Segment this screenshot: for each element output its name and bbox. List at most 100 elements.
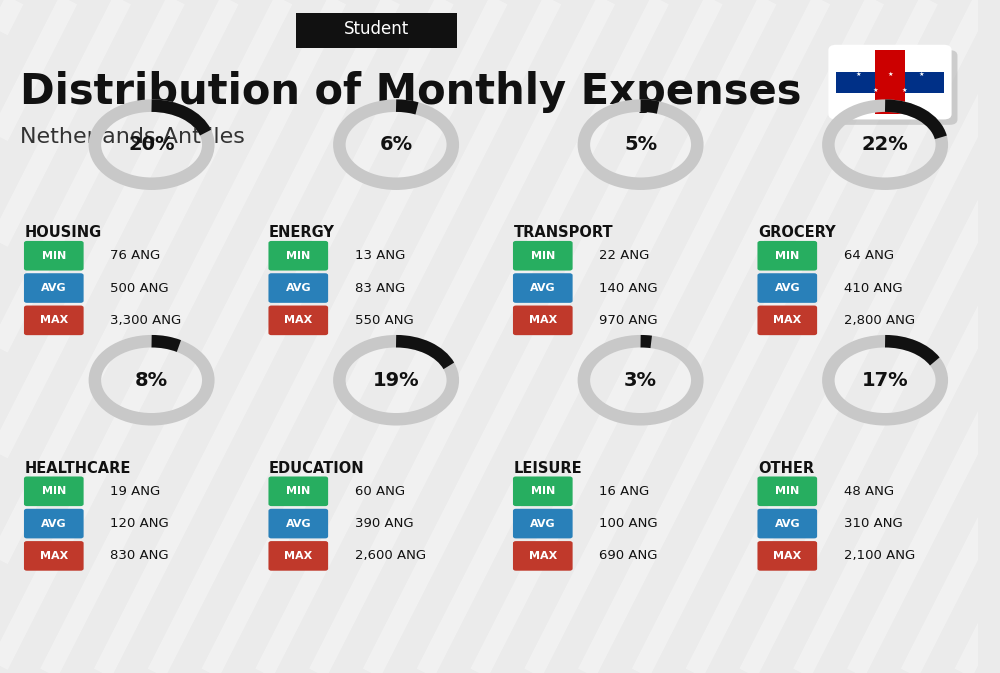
- Text: MIN: MIN: [286, 487, 310, 496]
- Text: AVG: AVG: [530, 283, 556, 293]
- Text: MIN: MIN: [42, 487, 66, 496]
- Text: 19%: 19%: [373, 371, 419, 390]
- Text: HOUSING: HOUSING: [24, 225, 102, 240]
- FancyBboxPatch shape: [268, 306, 328, 335]
- Text: 20%: 20%: [128, 135, 175, 154]
- FancyBboxPatch shape: [757, 306, 817, 335]
- Text: TRANSPORT: TRANSPORT: [513, 225, 613, 240]
- Text: 2,100 ANG: 2,100 ANG: [844, 549, 915, 563]
- FancyBboxPatch shape: [24, 273, 84, 303]
- FancyBboxPatch shape: [268, 241, 328, 271]
- Bar: [875, 50, 905, 114]
- Text: 970 ANG: 970 ANG: [599, 314, 658, 327]
- Text: MAX: MAX: [529, 551, 557, 561]
- Text: ★: ★: [872, 87, 878, 93]
- FancyBboxPatch shape: [24, 241, 84, 271]
- Text: LEISURE: LEISURE: [513, 461, 582, 476]
- Text: MIN: MIN: [775, 487, 799, 496]
- Text: HEALTHCARE: HEALTHCARE: [24, 461, 131, 476]
- FancyBboxPatch shape: [757, 476, 817, 506]
- Text: 60 ANG: 60 ANG: [355, 485, 405, 498]
- FancyBboxPatch shape: [24, 476, 84, 506]
- Text: AVG: AVG: [41, 283, 67, 293]
- FancyBboxPatch shape: [757, 509, 817, 538]
- Text: 3%: 3%: [624, 371, 657, 390]
- Text: GROCERY: GROCERY: [758, 225, 836, 240]
- Text: 140 ANG: 140 ANG: [599, 281, 658, 295]
- Text: ★: ★: [856, 71, 861, 77]
- Text: MAX: MAX: [773, 316, 801, 325]
- FancyBboxPatch shape: [757, 241, 817, 271]
- Text: 690 ANG: 690 ANG: [599, 549, 658, 563]
- Bar: [836, 71, 944, 93]
- Text: MAX: MAX: [529, 316, 557, 325]
- Text: 310 ANG: 310 ANG: [844, 517, 902, 530]
- FancyBboxPatch shape: [828, 44, 952, 120]
- Text: 5%: 5%: [624, 135, 657, 154]
- Text: 22%: 22%: [862, 135, 908, 154]
- FancyBboxPatch shape: [268, 541, 328, 571]
- Text: 76 ANG: 76 ANG: [110, 249, 160, 262]
- FancyBboxPatch shape: [513, 541, 573, 571]
- Text: Netherlands Antilles: Netherlands Antilles: [20, 127, 244, 147]
- Text: MIN: MIN: [531, 487, 555, 496]
- FancyBboxPatch shape: [757, 541, 817, 571]
- Text: ENERGY: ENERGY: [269, 225, 335, 240]
- Text: OTHER: OTHER: [758, 461, 814, 476]
- Text: 2,800 ANG: 2,800 ANG: [844, 314, 915, 327]
- FancyBboxPatch shape: [513, 509, 573, 538]
- Text: 22 ANG: 22 ANG: [599, 249, 649, 262]
- Text: 48 ANG: 48 ANG: [844, 485, 894, 498]
- FancyBboxPatch shape: [757, 273, 817, 303]
- Text: AVG: AVG: [774, 283, 800, 293]
- Text: MIN: MIN: [775, 251, 799, 260]
- Text: MAX: MAX: [40, 551, 68, 561]
- Text: ★: ★: [918, 71, 924, 77]
- Text: 120 ANG: 120 ANG: [110, 517, 169, 530]
- Text: 2,600 ANG: 2,600 ANG: [355, 549, 426, 563]
- Text: 17%: 17%: [862, 371, 908, 390]
- FancyBboxPatch shape: [24, 541, 84, 571]
- FancyBboxPatch shape: [268, 509, 328, 538]
- FancyBboxPatch shape: [513, 476, 573, 506]
- FancyBboxPatch shape: [296, 13, 457, 48]
- Text: MAX: MAX: [284, 316, 312, 325]
- Text: 6%: 6%: [380, 135, 413, 154]
- Text: AVG: AVG: [530, 519, 556, 528]
- Text: Distribution of Monthly Expenses: Distribution of Monthly Expenses: [20, 71, 801, 112]
- Text: 410 ANG: 410 ANG: [844, 281, 902, 295]
- Text: ★: ★: [887, 71, 893, 77]
- Text: 83 ANG: 83 ANG: [355, 281, 405, 295]
- Text: MIN: MIN: [531, 251, 555, 260]
- Text: 19 ANG: 19 ANG: [110, 485, 160, 498]
- Text: MAX: MAX: [773, 551, 801, 561]
- Text: 500 ANG: 500 ANG: [110, 281, 169, 295]
- Text: 16 ANG: 16 ANG: [599, 485, 649, 498]
- Text: 13 ANG: 13 ANG: [355, 249, 405, 262]
- Text: 100 ANG: 100 ANG: [599, 517, 658, 530]
- FancyBboxPatch shape: [24, 509, 84, 538]
- Text: Student: Student: [344, 20, 409, 38]
- Text: MAX: MAX: [284, 551, 312, 561]
- FancyBboxPatch shape: [513, 306, 573, 335]
- Text: 390 ANG: 390 ANG: [355, 517, 413, 530]
- Text: AVG: AVG: [285, 283, 311, 293]
- Text: 3,300 ANG: 3,300 ANG: [110, 314, 181, 327]
- FancyBboxPatch shape: [834, 50, 957, 125]
- Text: AVG: AVG: [285, 519, 311, 528]
- FancyBboxPatch shape: [268, 273, 328, 303]
- Text: 8%: 8%: [135, 371, 168, 390]
- Text: 550 ANG: 550 ANG: [355, 314, 413, 327]
- Text: MIN: MIN: [42, 251, 66, 260]
- Text: MAX: MAX: [40, 316, 68, 325]
- FancyBboxPatch shape: [513, 241, 573, 271]
- Text: ★: ★: [902, 87, 907, 93]
- Text: EDUCATION: EDUCATION: [269, 461, 365, 476]
- Text: 64 ANG: 64 ANG: [844, 249, 894, 262]
- Text: AVG: AVG: [41, 519, 67, 528]
- Text: 830 ANG: 830 ANG: [110, 549, 169, 563]
- Text: AVG: AVG: [774, 519, 800, 528]
- FancyBboxPatch shape: [268, 476, 328, 506]
- FancyBboxPatch shape: [24, 306, 84, 335]
- Text: MIN: MIN: [286, 251, 310, 260]
